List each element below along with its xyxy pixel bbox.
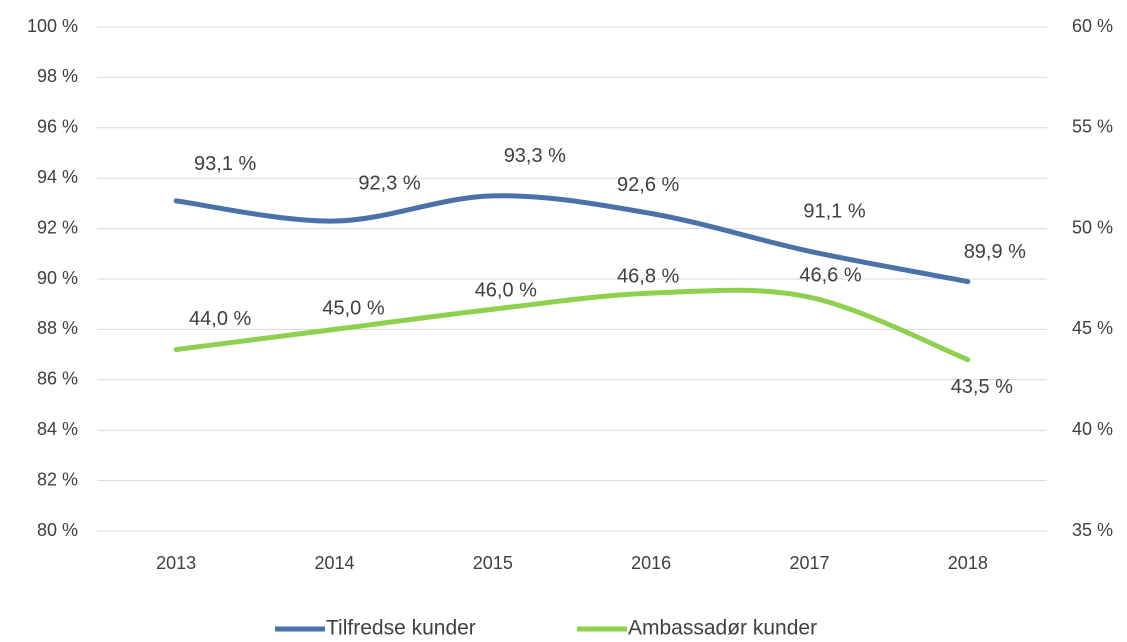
data-label: 92,6 % bbox=[617, 174, 679, 196]
y-tick-label: 94 % bbox=[37, 167, 78, 187]
y-tick-label: 86 % bbox=[37, 369, 78, 389]
data-label: 91,1 % bbox=[803, 201, 865, 223]
data-label: 89,9 % bbox=[964, 241, 1026, 263]
x-tick-label: 2013 bbox=[156, 553, 196, 573]
y-tick-label: 84 % bbox=[37, 419, 78, 439]
x-tick-label: 2016 bbox=[631, 553, 671, 573]
x-tick-label: 2018 bbox=[948, 553, 988, 573]
data-label: 46,6 % bbox=[799, 264, 861, 286]
legend-label: Ambassadør kunder bbox=[628, 617, 817, 640]
x-tick-label: 2017 bbox=[789, 553, 829, 573]
legend-label: Tilfredse kunder bbox=[326, 617, 476, 640]
data-label: 44,0 % bbox=[189, 308, 251, 330]
y-tick-label: 80 % bbox=[37, 520, 78, 540]
x-tick-label: 2015 bbox=[473, 553, 513, 573]
data-label: 93,3 % bbox=[504, 145, 566, 167]
y2-tick-label: 55 % bbox=[1072, 117, 1113, 137]
series-line bbox=[173, 193, 971, 285]
y-tick-label: 82 % bbox=[37, 469, 78, 489]
y2-tick-label: 60 % bbox=[1072, 16, 1113, 36]
y-tick-label: 92 % bbox=[37, 217, 78, 237]
series-line bbox=[173, 287, 971, 363]
data-label: 92,3 % bbox=[358, 172, 420, 194]
y-tick-label: 100 % bbox=[27, 16, 78, 36]
y2-tick-label: 35 % bbox=[1072, 520, 1113, 540]
data-label: 45,0 % bbox=[322, 298, 384, 320]
y-tick-label: 90 % bbox=[37, 268, 78, 288]
data-label: 93,1 % bbox=[194, 153, 256, 175]
y-tick-label: 88 % bbox=[37, 318, 78, 338]
data-label: 43,5 % bbox=[951, 376, 1013, 398]
data-label: 46,8 % bbox=[617, 265, 679, 287]
y2-tick-label: 45 % bbox=[1072, 318, 1113, 338]
y-tick-label: 96 % bbox=[37, 117, 78, 137]
y-tick-label: 98 % bbox=[37, 66, 78, 86]
data-label: 46,0 % bbox=[475, 280, 537, 302]
y2-tick-label: 40 % bbox=[1072, 419, 1113, 439]
x-tick-label: 2014 bbox=[314, 553, 354, 573]
y2-tick-label: 50 % bbox=[1072, 217, 1113, 237]
